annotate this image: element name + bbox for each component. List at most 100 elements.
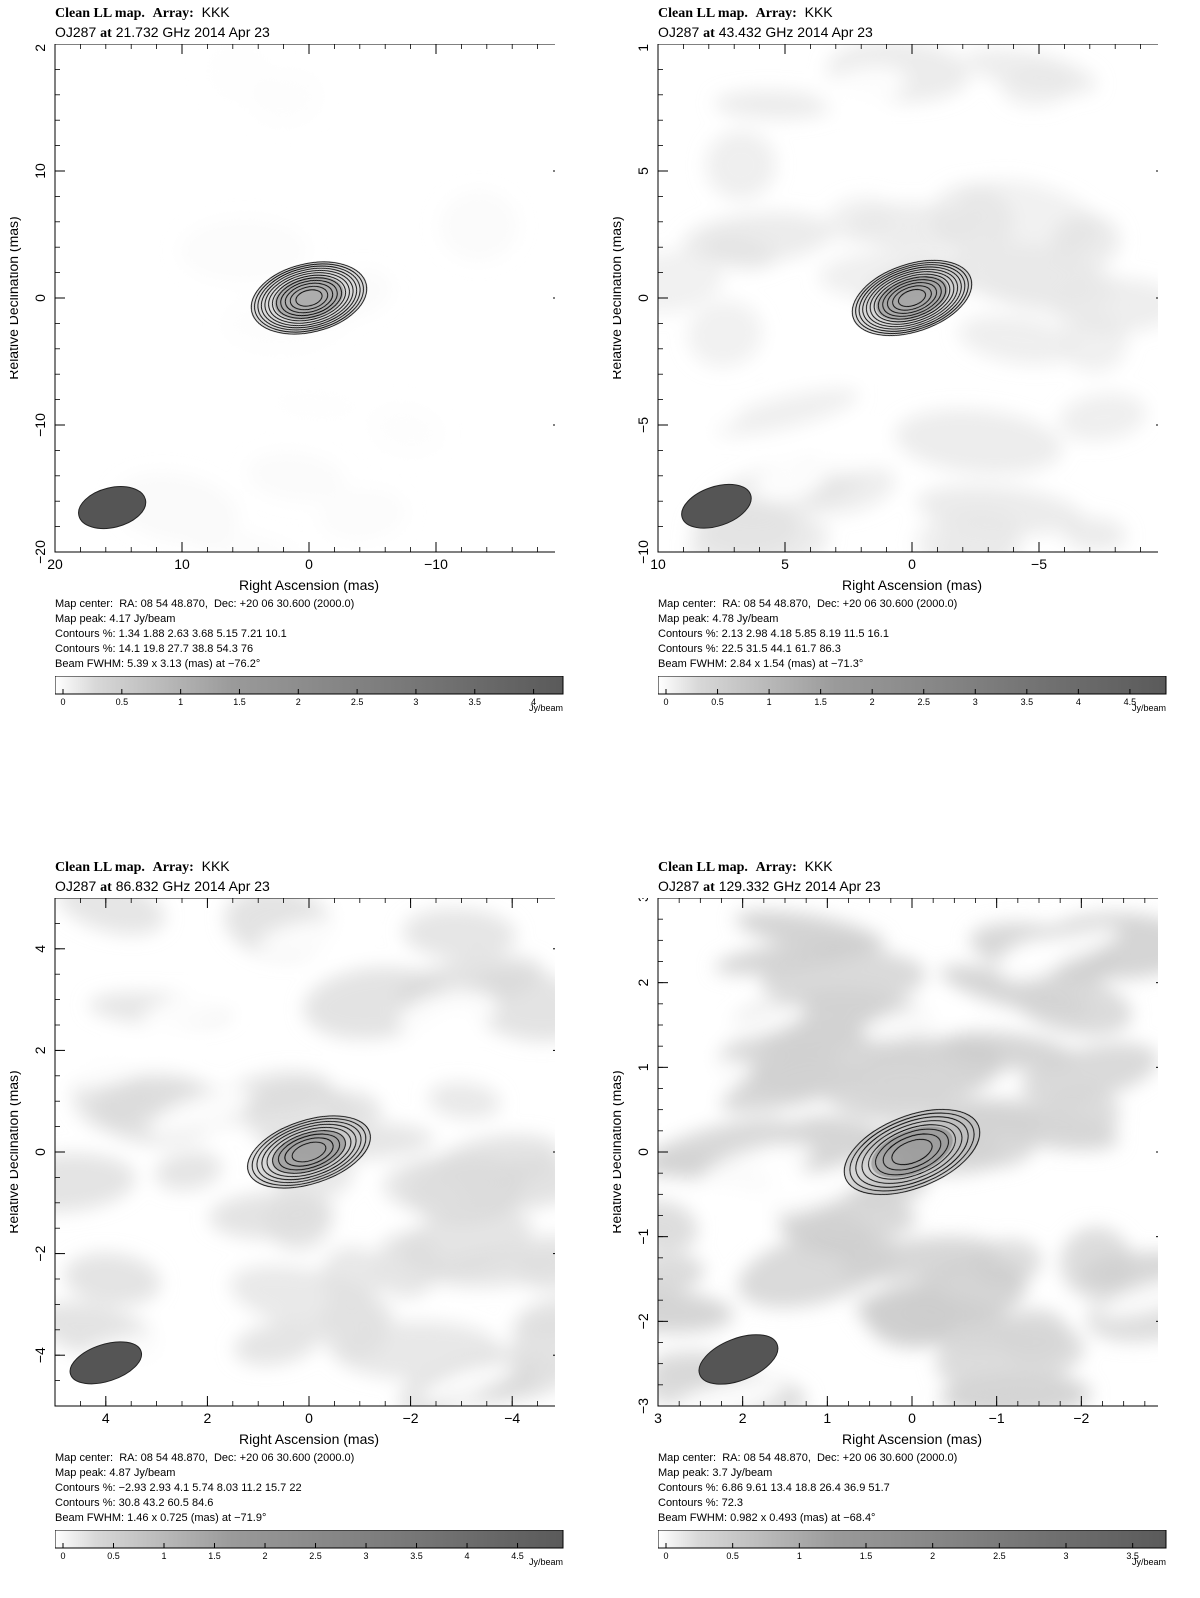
- colorbar: 0 0.5 1 1.5 2 2.5 3 3.5 4 4.5Jy/beam: [55, 1530, 564, 1567]
- noise-blob: [230, 1265, 394, 1336]
- noise-hole: [658, 408, 741, 444]
- noise-blob: [178, 218, 309, 283]
- chart-title-line2: OJ287 at 21.732 GHz 2014 Apr 23: [55, 24, 270, 42]
- noise-blob: [225, 1071, 333, 1116]
- noise-hole: [1097, 1272, 1158, 1319]
- noise-blob: [860, 1064, 966, 1107]
- noise-blob: [57, 898, 166, 935]
- contour-line: [291, 1141, 327, 1163]
- y-tick-label: −2: [32, 1245, 48, 1261]
- noise-blob: [936, 511, 1021, 552]
- colorbar-tick-label: 0: [60, 1551, 65, 1561]
- noise-blob: [266, 1193, 331, 1251]
- y-tick-label: 0: [635, 1148, 651, 1156]
- x-tick-label: 10: [174, 556, 190, 572]
- noise-blob: [155, 1151, 222, 1191]
- noise-blob: [397, 1207, 533, 1277]
- map-panel-129ghz: Clean LL map. Array: KKK OJ287 at 129.332…: [613, 858, 1200, 1598]
- y-tick-label: 4: [32, 945, 48, 953]
- at-label: at: [100, 26, 112, 41]
- noise-hole: [777, 1155, 901, 1204]
- y-tick-label: −10: [32, 413, 48, 437]
- chart-title-line2: OJ287 at 86.832 GHz 2014 Apr 23: [55, 878, 270, 896]
- x-tick-label: 1: [823, 1410, 831, 1426]
- noise-hole: [148, 1089, 253, 1137]
- noise-blob: [1081, 1251, 1158, 1290]
- y-axis-label: Relative Declination (mas): [613, 1070, 624, 1233]
- contour-line: [251, 1118, 367, 1186]
- contour-line: [247, 1115, 371, 1189]
- x-axis-label: Right Ascension (mas): [842, 577, 982, 593]
- y-axis-label: Relative Declination (mas): [613, 216, 624, 379]
- x-tick-label: −4: [504, 1410, 520, 1426]
- contour-line: [284, 1137, 334, 1167]
- array-label: Array:: [152, 860, 194, 875]
- contour-line: [278, 1133, 340, 1171]
- beam-ellipse: [681, 483, 752, 529]
- colorbar-tick-label: 3.5: [1126, 1551, 1139, 1561]
- noise-hole: [723, 1004, 807, 1040]
- contour-line: [257, 265, 361, 331]
- y-tick-label: 2: [32, 1046, 48, 1054]
- info-line: Beam FWHM: 0.982 x 0.493 (mas) at −68.4°: [658, 1512, 876, 1524]
- contour-line: [858, 264, 966, 332]
- contour-line: [272, 1130, 346, 1174]
- noise-blob: [1001, 62, 1076, 107]
- colorbar-tick-label: 2.5: [993, 1551, 1006, 1561]
- noise-blob: [113, 472, 240, 544]
- source-contours: [843, 1109, 981, 1195]
- y-tick-label: −1: [635, 1228, 651, 1244]
- beam-ellipse: [78, 486, 147, 530]
- contour-line: [254, 263, 364, 333]
- info-line: Beam FWHM: 5.39 x 3.13 (mas) at −76.2°: [55, 658, 261, 670]
- noise-blob: [681, 212, 833, 265]
- noise-hole: [670, 1377, 784, 1406]
- colorbar-tick-label: 4: [465, 1551, 470, 1561]
- x-tick-label: 0: [908, 556, 916, 572]
- y-tick-label: −5: [635, 417, 651, 433]
- contour-line: [280, 279, 338, 317]
- info-line: Contours %: 14.1 19.8 27.7 38.8 54.3 76: [55, 643, 254, 655]
- colorbar: 0 0.5 1 1.5 2 2.5 3 3.5 4 4.5Jy/beam: [658, 676, 1167, 713]
- at-label: at: [100, 880, 112, 895]
- contour-line: [891, 1138, 933, 1166]
- y-tick-label: 5: [635, 167, 651, 175]
- map-info: Map center: RA: 08 54 48.870, Dec: +20 0…: [658, 1451, 957, 1526]
- chart-title-line1: Clean LL map. Array: KKK: [658, 4, 833, 22]
- frequency-date: 86.832 GHz 2014 Apr 23: [115, 878, 270, 894]
- colorbar-gradient: [55, 1530, 564, 1549]
- contour-line: [843, 1109, 981, 1195]
- x-tick-label: 0: [908, 1410, 916, 1426]
- colorbar-tick-label: 0.5: [726, 1551, 739, 1561]
- contour-line: [261, 1123, 357, 1181]
- source-contours: [851, 259, 973, 337]
- noise-blob: [514, 1234, 555, 1292]
- noise-blob: [1062, 312, 1128, 373]
- noise-blob: [233, 1322, 319, 1366]
- map-plot: 4 2 0 −2 −4 4 2 0 −2 −4 Right Ascension (mas) Relat…: [10, 898, 555, 1447]
- noise-blob: [687, 300, 763, 368]
- noise-blob: [714, 938, 871, 975]
- x-tick-label: −10: [424, 556, 448, 572]
- colorbar-tick-label: 0: [663, 1551, 668, 1561]
- chart-title-line1: Clean LL map. Array: KKK: [55, 858, 230, 876]
- colorbar-tick-label: 3.5: [469, 697, 482, 707]
- at-label: at: [703, 26, 715, 41]
- map-panel-43ghz: Clean LL map. Array: KKK OJ287 at 43.432 …: [613, 4, 1200, 744]
- noise-hole: [753, 463, 826, 502]
- contour-line: [887, 282, 937, 314]
- contour-line: [849, 1112, 975, 1192]
- noise-blob: [658, 1201, 698, 1254]
- x-tick-label: −1: [989, 1410, 1005, 1426]
- chart-title-line2: OJ287 at 129.332 GHz 2014 Apr 23: [658, 878, 881, 896]
- noise-blob: [906, 1259, 1027, 1329]
- source-core-fill: [871, 1126, 953, 1178]
- colorbar-tick-label: 0: [60, 697, 65, 707]
- x-tick-label: 2: [739, 1410, 747, 1426]
- noise-blob: [658, 1290, 734, 1333]
- colorbar-tick-label: 2: [296, 697, 301, 707]
- contour-line: [865, 268, 959, 328]
- info-line: Map center: RA: 08 54 48.870, Dec: +20 0…: [55, 1452, 355, 1464]
- noise-hole: [778, 322, 887, 367]
- x-tick-label: 3: [654, 1410, 662, 1426]
